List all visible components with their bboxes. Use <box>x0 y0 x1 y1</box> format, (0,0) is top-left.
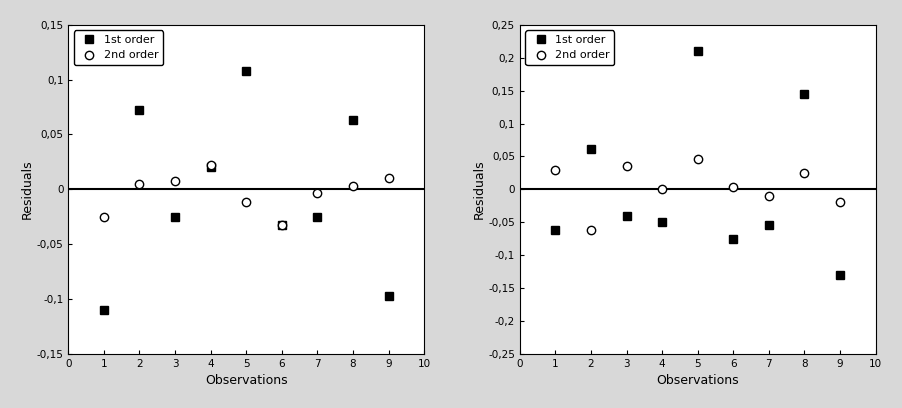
Line: 2nd order: 2nd order <box>99 161 392 230</box>
1st order <box>798 91 809 96</box>
2nd order <box>656 187 667 192</box>
1st order <box>549 228 560 233</box>
2nd order <box>170 178 180 183</box>
Line: 1st order: 1st order <box>550 47 843 279</box>
Y-axis label: Residuals: Residuals <box>472 160 484 219</box>
1st order <box>241 69 252 73</box>
2nd order <box>549 167 560 172</box>
1st order <box>311 214 322 219</box>
X-axis label: Observations: Observations <box>205 374 287 387</box>
2nd order <box>621 164 631 169</box>
1st order <box>656 220 667 225</box>
1st order <box>347 118 358 123</box>
1st order <box>170 214 180 219</box>
1st order <box>205 165 216 170</box>
2nd order <box>241 200 252 205</box>
X-axis label: Observations: Observations <box>656 374 738 387</box>
1st order <box>382 293 393 298</box>
2nd order <box>205 163 216 168</box>
Line: 2nd order: 2nd order <box>550 155 843 234</box>
1st order <box>762 223 773 228</box>
Y-axis label: Residuals: Residuals <box>21 160 33 219</box>
2nd order <box>727 185 738 190</box>
2nd order <box>347 184 358 188</box>
Legend: 1st order, 2nd order: 1st order, 2nd order <box>74 30 162 65</box>
2nd order <box>133 182 144 186</box>
2nd order <box>276 223 287 228</box>
2nd order <box>382 176 393 181</box>
2nd order <box>692 157 703 162</box>
2nd order <box>311 190 322 195</box>
2nd order <box>798 171 809 175</box>
2nd order <box>762 193 773 198</box>
2nd order <box>833 200 844 205</box>
Line: 1st order: 1st order <box>99 67 392 314</box>
2nd order <box>584 228 595 233</box>
2nd order <box>98 214 109 219</box>
1st order <box>133 108 144 113</box>
1st order <box>621 213 631 218</box>
1st order <box>833 273 844 277</box>
1st order <box>692 49 703 53</box>
1st order <box>727 236 738 241</box>
1st order <box>276 223 287 228</box>
1st order <box>584 146 595 151</box>
Legend: 1st order, 2nd order: 1st order, 2nd order <box>525 30 613 65</box>
1st order <box>98 308 109 313</box>
